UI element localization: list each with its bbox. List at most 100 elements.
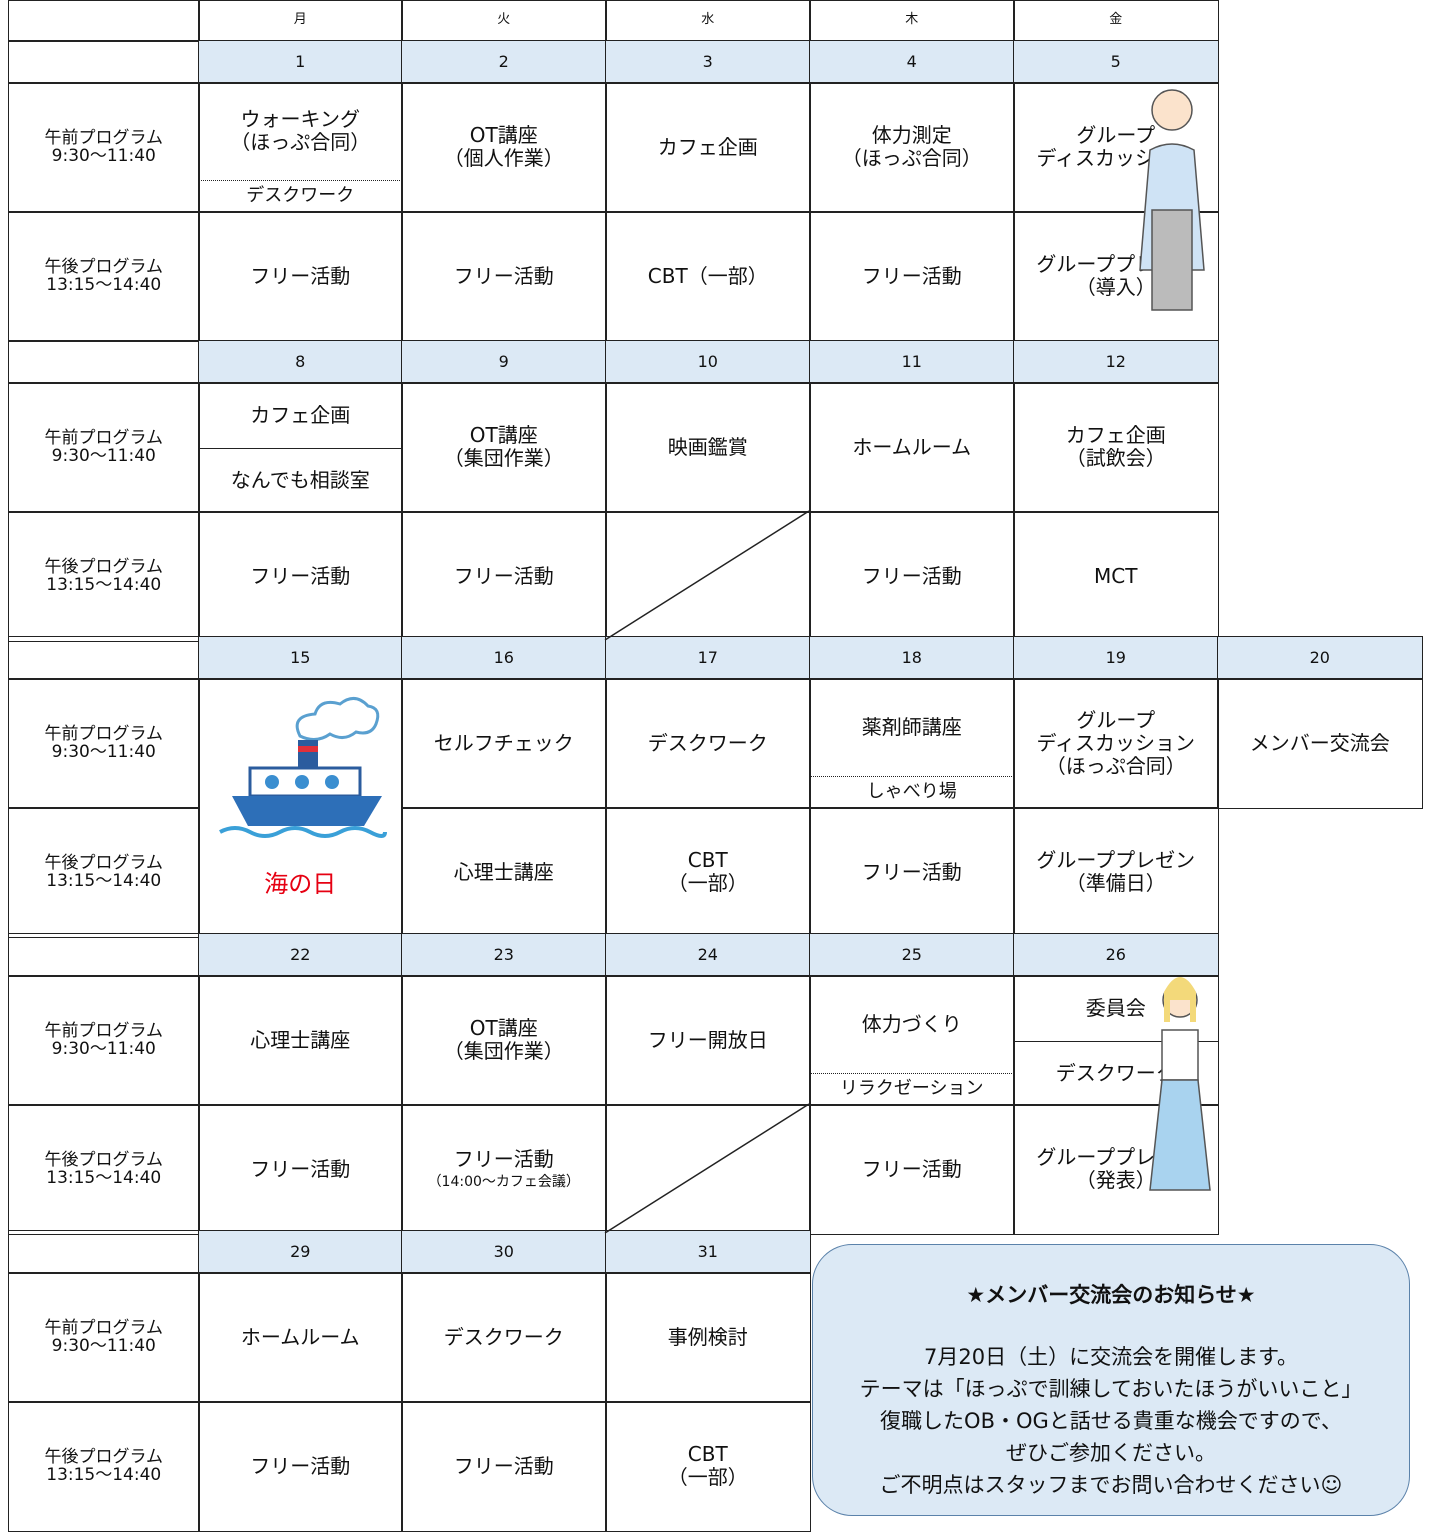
- program-cell: OT講座 （集団作業）: [401, 975, 607, 1106]
- program-cell: ホームルーム: [809, 382, 1015, 513]
- date-label-blank: [8, 1230, 200, 1274]
- cell-text: （準備日）: [1065, 871, 1166, 896]
- cell-lower: デスクワーク: [1014, 1040, 1218, 1105]
- notice-box: ★メンバー交流会のお知らせ★ 7月20日（土）に交流会を開催します。テーマは「ほ…: [812, 1244, 1410, 1516]
- cell-text: （一部）: [667, 1465, 748, 1490]
- cell-text: 心理士講座: [453, 859, 554, 884]
- program-cell: グループプレゼン （準備日）: [1013, 807, 1219, 938]
- date-label-blank: [8, 636, 200, 680]
- cell-text: フリー活動: [453, 1147, 554, 1172]
- row-label: 午後プログラム 13:15～14:40: [8, 1401, 200, 1532]
- date: 31: [697, 1241, 718, 1261]
- row-label-text: 午前プログラム: [44, 1020, 164, 1041]
- program-cell: グループプレゼン （導入）: [1013, 211, 1219, 342]
- program-cell: フリー活動: [198, 511, 403, 642]
- cell-text: CBT（一部）: [647, 263, 768, 288]
- date-cell: 4: [809, 40, 1015, 84]
- date: 23: [493, 944, 514, 964]
- cell-text: ウォーキング: [240, 107, 360, 132]
- date-cell: 19: [1013, 636, 1219, 680]
- cell-text: 心理士講座: [250, 1027, 351, 1052]
- weekday-cell: 木: [809, 0, 1015, 42]
- notice-line: ご不明点はスタッフまでお問い合わせください☺: [879, 1473, 1343, 1497]
- cell-text: 委員会: [1085, 995, 1146, 1020]
- cell-note: （14:00～カフェ会議）: [427, 1174, 580, 1191]
- cell-text: 事例検討: [667, 1324, 748, 1349]
- weekday-cell: 金: [1013, 0, 1219, 42]
- cell-text: OT講座: [469, 1016, 538, 1041]
- cell-text: フリー活動: [250, 1453, 351, 1478]
- date: 24: [697, 944, 718, 964]
- cell-text: グループ: [1076, 707, 1156, 732]
- row-label: 午後プログラム 13:15～14:40: [8, 511, 200, 642]
- date-cell: 11: [809, 340, 1015, 384]
- cell-text: グループプレゼン: [1036, 848, 1196, 873]
- cell-lower: なんでも相談室: [199, 447, 402, 512]
- program-cell: CBT（一部）: [605, 807, 811, 938]
- cell-text: フリー活動: [861, 563, 962, 588]
- program-cell: フリー活動: [401, 211, 607, 342]
- notice-title: ★メンバー交流会のお知らせ★: [966, 1283, 1256, 1307]
- date: 20: [1309, 647, 1330, 667]
- cell-text: フリー活動: [861, 263, 962, 288]
- notice-line: 7月20日（土）に交流会を開催します。: [924, 1345, 1298, 1369]
- row-time: 9:30～11:40: [51, 742, 156, 763]
- cell-text: （ほっぷ合同）: [230, 130, 371, 155]
- program-cell: 事例検討: [605, 1272, 811, 1403]
- cell-text: メンバー交流会: [1249, 730, 1390, 755]
- cell-text: フリー活動: [861, 1156, 962, 1181]
- cell-lower: デスクワーク: [199, 179, 402, 212]
- program-cell: カフェ企画 なんでも相談室: [198, 382, 403, 513]
- notice-line: 復職したOB・OGと話せる貴重な機会ですので、: [880, 1409, 1342, 1433]
- notice-line: テーマは「ほっぷで訓練しておいたほうがいいこと」: [859, 1377, 1363, 1401]
- cell-text: CBT: [687, 848, 728, 873]
- date-cell: 26: [1013, 933, 1219, 977]
- cell-text: セルフチェック: [433, 730, 574, 755]
- date-cell: 18: [809, 636, 1015, 680]
- program-cell: 心理士講座: [401, 807, 607, 938]
- cell-text: （発表）: [1075, 1168, 1156, 1193]
- program-cell: セルフチェック: [401, 678, 607, 809]
- date: 1: [295, 51, 306, 71]
- date: 5: [1110, 51, 1121, 71]
- program-cell: グループ ディスカッション （ほっぷ合同）: [1013, 678, 1219, 809]
- notice-line: ぜひご参加ください。: [1006, 1441, 1216, 1465]
- cell-text: デスクワーク: [246, 184, 355, 206]
- row-label-text: 午前プログラム: [44, 723, 164, 744]
- row-time: 13:15～14:40: [46, 1168, 162, 1189]
- cell-text: （ほっぷ合同）: [841, 146, 982, 171]
- cell-text: ディスカッション: [1036, 146, 1196, 171]
- header-blank: [8, 0, 200, 42]
- row-time: 9:30～11:40: [51, 1336, 156, 1357]
- program-cell: 体力づくり リラクゼーション: [809, 975, 1015, 1106]
- date-cell: 20: [1217, 636, 1423, 680]
- cell-text: （個人作業）: [443, 146, 564, 171]
- cell-upper: 薬剤師講座: [810, 679, 1014, 776]
- row-label: 午前プログラム 9:30～11:40: [8, 975, 200, 1106]
- date-cell: 25: [809, 933, 1015, 977]
- date-cell: 9: [401, 340, 607, 384]
- cell-text: グループプレゼン: [1036, 252, 1196, 277]
- program-cell: [605, 1104, 811, 1235]
- cell-lower: しゃべり場: [810, 775, 1014, 808]
- date-cell: 3: [605, 40, 811, 84]
- date-cell: 16: [401, 636, 607, 680]
- date-cell: 29: [198, 1230, 403, 1274]
- program-cell: デスクワーク: [605, 678, 811, 809]
- program-cell: 体力測定 （ほっぷ合同）: [809, 82, 1015, 213]
- date-cell: 10: [605, 340, 811, 384]
- weekday-cell: 水: [605, 0, 811, 42]
- cell-text: フリー活動: [453, 1453, 554, 1478]
- cell-text: カフェ企画: [657, 134, 758, 159]
- cell-text: フリー開放日: [647, 1027, 768, 1052]
- date: 16: [493, 647, 514, 667]
- program-cell: 海の日: [198, 678, 403, 938]
- program-cell: カフェ企画 （試飲会）: [1013, 382, 1219, 513]
- program-cell: グループ ディスカッション: [1013, 82, 1219, 213]
- date-label-blank: [8, 340, 200, 384]
- row-label: 午後プログラム 13:15～14:40: [8, 1104, 200, 1235]
- row-label: 午前プログラム 9:30～11:40: [8, 382, 200, 513]
- date-cell: 12: [1013, 340, 1219, 384]
- cell-upper: 委員会: [1014, 976, 1218, 1041]
- date-cell: 23: [401, 933, 607, 977]
